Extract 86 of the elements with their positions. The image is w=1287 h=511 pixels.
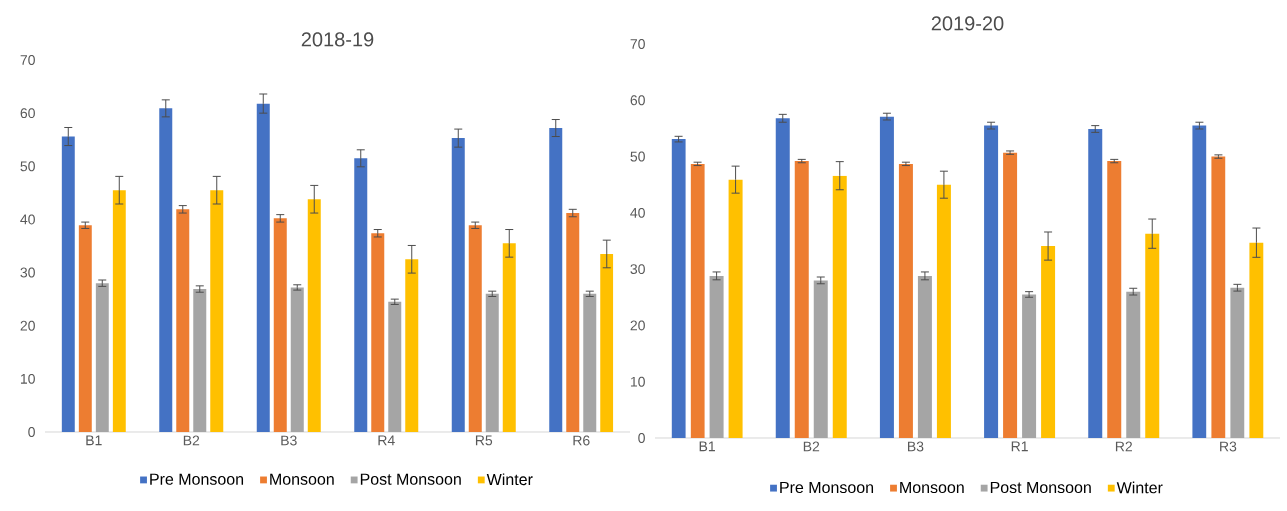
y-tick-label: 0 [28,427,35,437]
chart-title: 2018-19 [301,32,374,47]
bar [549,128,563,432]
y-tick-label: 20 [20,320,35,331]
bar [728,179,743,438]
bar [256,103,270,432]
bar [95,283,109,432]
bar [1003,152,1018,438]
bar [879,116,894,438]
bar [583,293,597,432]
y-tick-label: 70 [20,55,35,65]
x-tick-label: R4 [378,435,395,446]
bar [794,161,809,438]
bar [502,243,516,432]
bar [371,233,385,432]
bar [273,218,287,432]
x-tick-label: R5 [475,435,493,446]
x-tick-label: R1 [1011,441,1028,452]
bar [468,225,482,432]
bar [671,139,686,438]
bar [307,199,321,432]
bar [813,280,828,438]
y-tick-label: 10 [20,373,35,384]
legend-label: Winter [486,473,533,486]
legend-label: Pre Monsoon [780,481,874,494]
bar [1022,294,1037,438]
bar [451,138,465,432]
x-tick-label: B3 [281,435,297,446]
legend-label: Post Monsoon [990,481,1091,494]
bar [936,184,951,438]
bar [1126,291,1141,438]
y-tick-label: 30 [630,264,645,275]
y-tick-label: 20 [630,320,645,331]
bar [690,163,705,438]
x-tick-label: R6 [573,435,590,446]
bar [917,275,932,438]
x-tick-label: R3 [1220,441,1237,452]
y-tick-label: 40 [20,214,35,225]
bar [1211,156,1226,438]
y-tick-label: 40 [630,207,645,218]
bar [1230,287,1245,438]
y-tick-label: 50 [630,151,645,162]
x-tick-label: B1 [699,441,715,452]
bar [78,225,92,432]
bar [1088,128,1103,438]
x-tick-label: B2 [803,441,820,452]
bar [405,259,419,432]
y-tick-label: 0 [638,433,645,443]
y-tick-label: 10 [630,376,645,387]
bar [600,253,614,432]
bar [485,293,499,432]
bar [898,163,913,438]
y-tick-label: 30 [20,267,35,278]
bar [388,301,402,432]
legend-label: Monsoon [900,481,964,494]
bar [159,108,173,432]
x-tick-label: B1 [86,435,102,446]
bar [709,275,724,438]
bar [1145,233,1160,438]
y-tick-label: 70 [630,39,645,49]
x-tick-label: B3 [908,441,924,452]
bar [354,158,368,432]
bar [290,287,304,432]
bar [566,213,580,432]
legend-label: Pre Monsoon [150,473,244,485]
bar [112,190,126,432]
legend-label: Monsoon [270,473,334,485]
bar [832,175,847,438]
y-tick-label: 60 [20,108,35,119]
legend-label: Winter [1116,481,1163,494]
bar [984,125,999,438]
legend-label: Post Monsoon [360,473,461,485]
x-tick-label: B2 [183,435,200,446]
chart-title: 2019-20 [931,16,1004,31]
bar [210,190,224,432]
bar [1249,242,1264,438]
bar [1107,161,1122,438]
y-tick-label: 60 [630,95,645,106]
bar [176,209,190,432]
bar [193,289,207,432]
x-tick-label: R2 [1115,441,1132,452]
y-tick-label: 50 [20,161,35,172]
bar [775,118,790,438]
bar [1041,246,1056,438]
bar [61,136,75,432]
bar [1192,125,1207,438]
